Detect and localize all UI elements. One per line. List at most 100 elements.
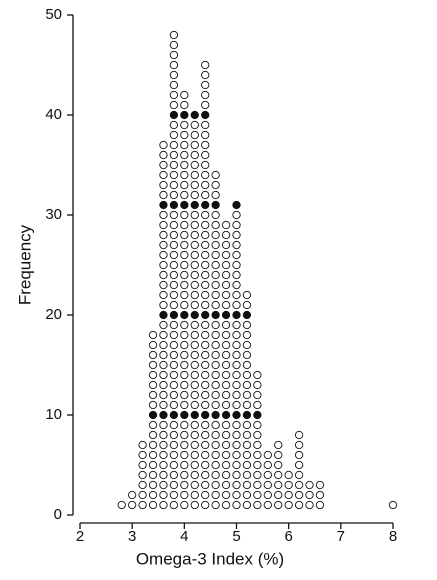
- dot: [242, 480, 252, 490]
- dot: [180, 350, 189, 360]
- x-tick-label: 7: [337, 528, 345, 545]
- dot: [138, 450, 147, 460]
- dot: [180, 130, 189, 140]
- dot: [201, 240, 210, 250]
- dot: [232, 460, 241, 470]
- dot: [138, 460, 147, 470]
- dot: [274, 470, 283, 480]
- dot: [148, 490, 158, 500]
- dot: [211, 340, 220, 350]
- dot: [232, 470, 241, 480]
- dot: [253, 440, 262, 450]
- dot: [180, 300, 189, 310]
- dot: [201, 270, 210, 280]
- dot-column: [128, 490, 137, 510]
- dot: [169, 290, 179, 300]
- dot: [221, 230, 231, 240]
- dot: [159, 210, 168, 220]
- dot: [159, 320, 168, 330]
- dot: [232, 500, 241, 510]
- dot: [201, 480, 210, 490]
- dot: [211, 230, 220, 240]
- dot: [232, 290, 241, 300]
- dot: [242, 430, 252, 440]
- dot: [294, 470, 304, 480]
- dot: [169, 420, 179, 430]
- dot: [169, 390, 179, 400]
- dot: [211, 350, 220, 360]
- dot: [159, 400, 168, 410]
- dot: [180, 120, 189, 130]
- dot: [211, 280, 220, 290]
- dot: [159, 390, 168, 400]
- dot: [190, 270, 199, 280]
- dot: [159, 300, 168, 310]
- dot: [180, 420, 189, 430]
- dot: [242, 370, 252, 380]
- dot: [201, 180, 210, 190]
- dot: [159, 160, 168, 170]
- dot: [180, 380, 189, 390]
- dot: [180, 500, 189, 510]
- dot: [242, 420, 252, 430]
- dot: [169, 430, 179, 440]
- dot: [180, 460, 189, 470]
- dot: [159, 500, 168, 510]
- dot: [201, 110, 210, 120]
- dot-column: [274, 440, 283, 510]
- dot: [148, 500, 158, 510]
- dot: [221, 240, 231, 250]
- dot: [232, 280, 241, 290]
- dot: [388, 500, 398, 510]
- dot: [211, 220, 220, 230]
- dot: [232, 240, 241, 250]
- dot: [190, 180, 199, 190]
- dot: [148, 420, 158, 430]
- dot: [190, 340, 199, 350]
- dot: [190, 490, 199, 500]
- dot: [180, 220, 189, 230]
- dot: [180, 400, 189, 410]
- dot: [263, 490, 272, 500]
- dot: [201, 70, 210, 80]
- dot: [190, 500, 199, 510]
- dot: [180, 320, 189, 330]
- dot: [190, 400, 199, 410]
- dot: [148, 430, 158, 440]
- dot: [169, 270, 179, 280]
- dot-column: [148, 330, 158, 510]
- dot: [211, 490, 220, 500]
- dot: [169, 110, 179, 120]
- dot: [169, 220, 179, 230]
- dot: [221, 350, 231, 360]
- dot: [169, 210, 179, 220]
- dot: [128, 500, 137, 510]
- dot: [221, 470, 231, 480]
- dot: [232, 200, 241, 210]
- dot: [201, 380, 210, 390]
- dot: [169, 490, 179, 500]
- dot: [148, 350, 158, 360]
- dot: [211, 190, 220, 200]
- dot: [221, 260, 231, 270]
- dot: [138, 500, 147, 510]
- dot: [190, 150, 199, 160]
- dot: [253, 460, 262, 470]
- dot: [232, 440, 241, 450]
- dot: [201, 100, 210, 110]
- dot: [263, 460, 272, 470]
- dot: [169, 310, 179, 320]
- dot: [169, 250, 179, 260]
- dot: [180, 490, 189, 500]
- dot: [148, 480, 158, 490]
- y-tick-label: 40: [45, 106, 62, 123]
- dot: [159, 270, 168, 280]
- dot: [211, 250, 220, 260]
- dot-column: [232, 200, 241, 510]
- dot: [263, 500, 272, 510]
- dot: [242, 350, 252, 360]
- dot: [201, 470, 210, 480]
- dot: [201, 330, 210, 340]
- dot: [180, 210, 189, 220]
- dot: [211, 400, 220, 410]
